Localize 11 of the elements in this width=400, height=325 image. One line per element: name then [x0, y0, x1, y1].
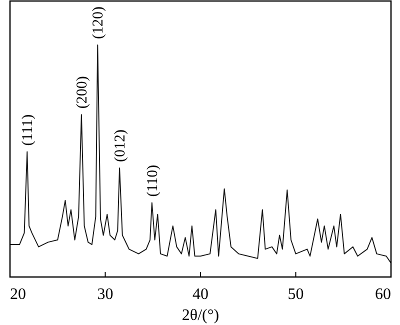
annotation: (111): [20, 114, 36, 146]
annotation: (110): [144, 164, 161, 197]
x-tick-label: 40: [192, 286, 208, 303]
x-tick-label: 20: [10, 286, 26, 303]
annotation: (200): [74, 76, 90, 109]
x-tick-label: 30: [97, 286, 114, 303]
annotation: (012): [112, 129, 129, 162]
x-tick-label: 50: [288, 286, 304, 303]
x-tick-label: 60: [375, 286, 391, 303]
x-axis-title: 2θ/(°): [182, 307, 220, 324]
annotation: (120): [90, 6, 107, 39]
